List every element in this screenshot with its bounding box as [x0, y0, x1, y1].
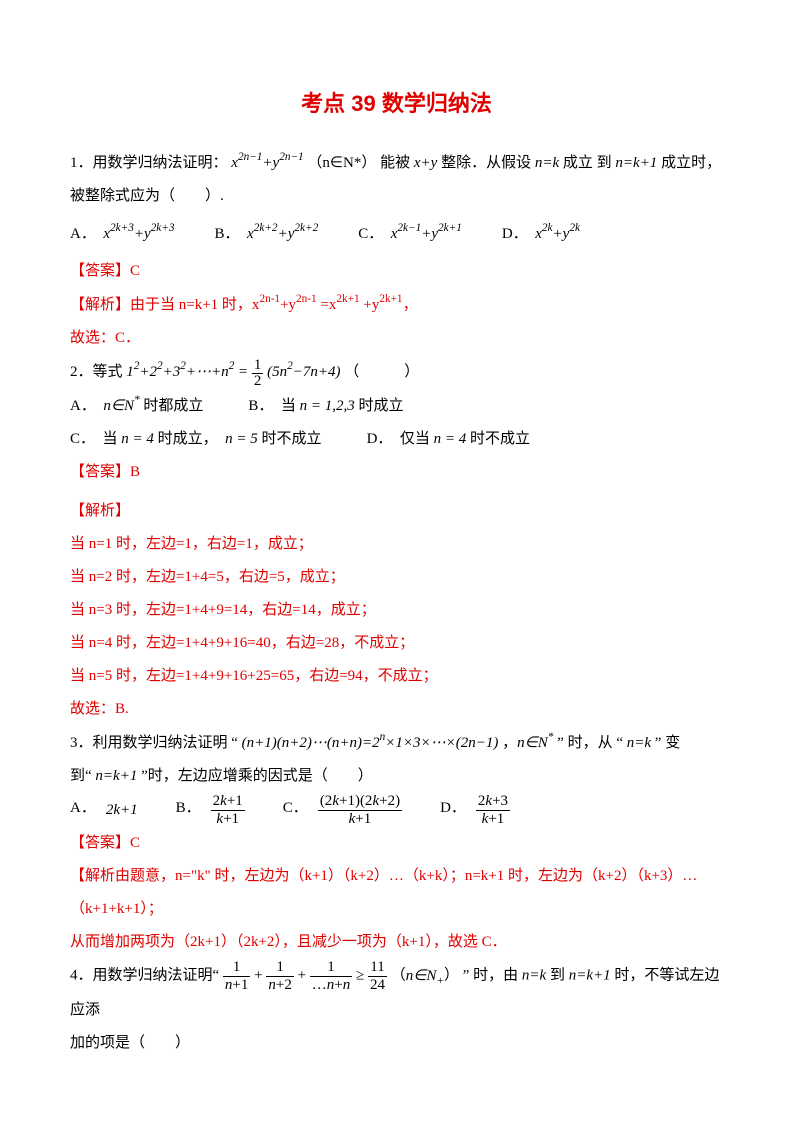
q4-rd: 24: [368, 977, 387, 994]
q1-nin: （n∈N*）: [307, 155, 376, 171]
q4-t2: 1n+2: [266, 959, 293, 993]
q3-optD: D．2k+3k+1: [440, 793, 510, 827]
q2-optA: A． n∈N* 时都成立 B． 当 n = 1,2,3 时成立: [70, 398, 404, 414]
q4-p1: +: [254, 968, 262, 984]
q2-l2: 当 n=2 时，左边=1+4=5，右边=5，成立；: [70, 561, 723, 594]
q4-stemb: ” 时，由: [463, 968, 518, 984]
q4-nin: （n∈N+）: [391, 968, 459, 984]
q4-t1: 1n+1: [223, 959, 250, 993]
q1-sol-tail: 故选：C．: [70, 322, 723, 355]
q3-l2b: ”时，左边应增乘的因式是（ ）: [141, 768, 373, 784]
q2-A-label: A．: [70, 398, 88, 414]
q3-D-label: D．: [440, 792, 466, 825]
q3-optB: B．2k+1k+1: [176, 793, 245, 827]
q2-optC: C． 当 n = 4 时成立， n = 5 时不成立 D． 仅当 n = 4 时…: [70, 431, 530, 447]
q2-C-label: C．: [70, 431, 88, 447]
q1-A-label: A．: [70, 226, 88, 242]
q1: 1．用数学归纳法证明： x2n−1+y2n−1 （n∈N*） 能被 x+y 整除…: [70, 146, 723, 213]
q3: 3．利用数学归纳法证明 “ (n+1)(n+2)⋯(n+n)=2n×1×3×⋯×…: [70, 726, 723, 760]
q4-to: 到: [550, 968, 565, 984]
q4: 4．用数学归纳法证明“ 1n+1 + 1n+2 + 1…n+n ≥ 1124 （…: [70, 959, 723, 1026]
q4-nk: n=k: [522, 968, 546, 984]
q1-stemb: 能被: [380, 155, 410, 171]
q3-line2: 到“ n=k+1 ”时，左边应增乘的因式是（ ）: [70, 760, 723, 793]
q3-l2a: 到“: [70, 768, 92, 784]
q3-nk1: n=k+1: [95, 768, 137, 784]
q2-l3: 当 n=3 时，左边=1+4+9=14，右边=14，成立；: [70, 594, 723, 627]
q1-solution: 【解析】由于当 n=k+1 时，x2n-1+y2n-1 =x2k+1 +y2k+…: [70, 288, 723, 322]
q4-stem: 4．用数学归纳法证明“: [70, 968, 219, 984]
q1-nk: n=k: [535, 155, 559, 171]
q2-stem: 2．等式: [70, 364, 123, 380]
q2-opts2: C． 当 n = 4 时成立， n = 5 时不成立 D． 仅当 n = 4 时…: [70, 423, 723, 456]
q1-optB: B． x2k+2+y2k+2: [215, 217, 319, 251]
q2-rhs: (5n2−7n+4): [267, 364, 340, 380]
q1-sol-label: 【解析】: [70, 297, 130, 313]
q1-nk1: n=k+1: [615, 155, 657, 171]
q3-answer: 【答案】C: [70, 827, 723, 860]
q2-l1: 当 n=1 时，左边=1，右边=1，成立；: [70, 528, 723, 561]
q1-D-label: D．: [502, 226, 520, 242]
q2-blank: （ ）: [344, 364, 419, 380]
q4-r: 1124: [368, 959, 387, 993]
q1-stemc: 整除．从假设: [441, 155, 531, 171]
q3-stemb: 时，从 “: [568, 735, 623, 751]
q2-l4: 当 n=4 时，左边=1+4+9+16=40，右边=28，不成立；: [70, 627, 723, 660]
q3-optA: A．2k+1: [70, 794, 138, 827]
q1-optD: D． x2k+y2k: [502, 217, 580, 251]
q3-nin: ，n∈N* ”: [502, 735, 564, 751]
q3-nk: n=k: [627, 735, 651, 751]
q3-stemc: ” 变: [655, 735, 680, 751]
q1-stemd: 成立 到: [563, 155, 612, 171]
page-title: 考点 39 数学归纳法: [70, 80, 723, 128]
q3-sol2: 从而增加两项为（2k+1）（2k+2），且减少一项为（k+1），故选 C．: [70, 926, 723, 959]
q4-t3: 1…n+n: [310, 959, 352, 993]
q4-t2n: 1: [266, 959, 293, 977]
q1-B-label: B．: [215, 226, 233, 242]
q2-lhs: 12+22+32+⋯+n2 =: [126, 364, 252, 380]
q1-optA: A． x2k+3+y2k+3: [70, 217, 175, 251]
q2-sol-label: 【解析】: [70, 495, 723, 528]
q2-l6: 故选：B.: [70, 693, 723, 726]
q1-answer: 【答案】C: [70, 255, 723, 288]
q1-C-label: C．: [358, 226, 376, 242]
q4-t1n: 1: [223, 959, 250, 977]
q2-l5: 当 n=5 时，左边=1+4+9+16+25=65，右边=94，不成立；: [70, 660, 723, 693]
q3-optC: C．(2k+1)(2k+2)k+1: [283, 793, 402, 827]
q3-eq: (n+1)(n+2)⋯(n+n)=2n×1×3×⋯×(2n−1): [242, 735, 499, 751]
q4-rn: 11: [368, 959, 387, 977]
q4-cmp: ≥: [356, 968, 364, 984]
q3-C-label: C．: [283, 792, 308, 825]
q1-stem: 1．用数学归纳法证明：: [70, 155, 228, 171]
q3-stem: 3．利用数学归纳法证明 “: [70, 735, 238, 751]
q3-B-label: B．: [176, 792, 201, 825]
q4-line2: 加的项是（ ）: [70, 1027, 723, 1060]
q1-xy: x+y: [414, 155, 437, 171]
q1-expr: x2n−1+y2n−1: [231, 155, 303, 171]
q2-B-label: B．: [248, 398, 266, 414]
q2-answer: 【答案】B: [70, 456, 723, 489]
q2-opts1: A． n∈N* 时都成立 B． 当 n = 1,2,3 时成立: [70, 389, 723, 423]
q4-t3n: 1: [310, 959, 352, 977]
q3-sol: 【解析由题意，n="k" 时，左边为（k+1）（k+2）…（k+k）；n=k+1…: [70, 860, 723, 926]
q1-optC: C． x2k−1+y2k+1: [358, 217, 462, 251]
q3-A-label: A．: [70, 792, 96, 825]
q4-nk1: n=k+1: [569, 968, 611, 984]
q2-half: 12: [252, 358, 264, 389]
q2-D-label: D．: [367, 431, 385, 447]
q1-sol-text: 由于当 n=k+1 时，x2n-1+y2n-1 =x2k+1 +y2k+1，: [130, 297, 418, 313]
q2: 2．等式 12+22+32+⋯+n2 = 12 (5n2−7n+4) （ ）: [70, 355, 723, 389]
q3-options: A．2k+1 B．2k+1k+1 C．(2k+1)(2k+2)k+1 D．2k+…: [70, 793, 723, 827]
q1-options: A． x2k+3+y2k+3 B． x2k+2+y2k+2 C． x2k−1+y…: [70, 217, 723, 251]
q4-p2: +: [298, 968, 306, 984]
